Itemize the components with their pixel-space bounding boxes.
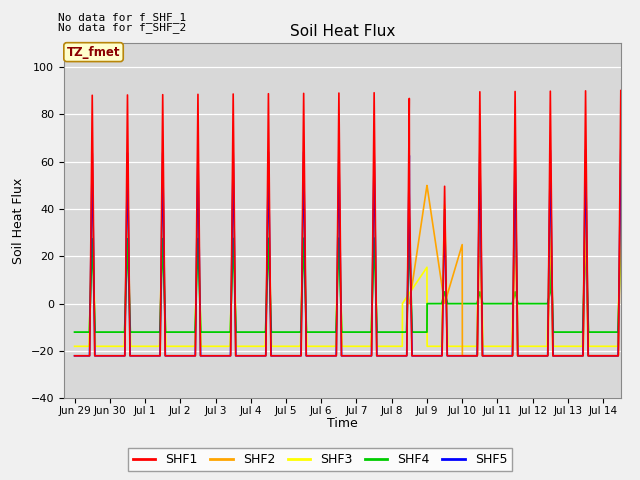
Line: SHF2: SHF2	[410, 185, 621, 356]
SHF3	[612, 343, 620, 349]
SHF5	[198, 353, 205, 359]
SHF5	[276, 353, 284, 359]
SHF4	[276, 329, 284, 335]
SHF3	[617, 201, 625, 207]
Text: TZ_fmet: TZ_fmet	[67, 46, 120, 59]
SHF4	[204, 329, 211, 335]
Line: SHF1: SHF1	[75, 91, 621, 356]
SHF1	[200, 353, 208, 359]
Text: No data for f_SHF_1: No data for f_SHF_1	[58, 12, 186, 23]
SHF3	[200, 343, 208, 349]
SHF5	[612, 353, 620, 359]
SHF5	[316, 353, 323, 359]
SHF1	[204, 353, 211, 359]
SHF5	[204, 353, 211, 359]
SHF1	[71, 353, 79, 359]
SHF3	[198, 343, 205, 349]
Line: SHF5: SHF5	[75, 150, 621, 356]
SHF5	[71, 353, 79, 359]
SHF5	[617, 147, 625, 153]
SHF2	[617, 211, 625, 216]
SHF4	[612, 329, 620, 335]
SHF1	[276, 353, 284, 359]
Line: SHF3: SHF3	[75, 204, 621, 346]
Legend: SHF1, SHF2, SHF3, SHF4, SHF5: SHF1, SHF2, SHF3, SHF4, SHF5	[128, 448, 512, 471]
SHF3	[204, 343, 211, 349]
Line: SHF4: SHF4	[75, 238, 621, 332]
SHF2	[612, 353, 620, 359]
Y-axis label: Soil Heat Flux: Soil Heat Flux	[12, 178, 25, 264]
SHF4	[200, 329, 208, 335]
Title: Soil Heat Flux: Soil Heat Flux	[290, 24, 395, 39]
SHF3	[276, 343, 284, 349]
SHF1	[316, 353, 323, 359]
SHF4	[198, 329, 205, 335]
SHF1	[198, 353, 205, 359]
SHF1	[617, 88, 625, 94]
Text: No data for f_SHF_2: No data for f_SHF_2	[58, 22, 186, 33]
SHF1	[612, 353, 620, 359]
SHF5	[200, 353, 208, 359]
SHF4	[617, 235, 625, 240]
SHF3	[316, 343, 323, 349]
X-axis label: Time: Time	[327, 418, 358, 431]
SHF4	[71, 329, 79, 335]
SHF4	[316, 329, 323, 335]
SHF3	[71, 343, 79, 349]
